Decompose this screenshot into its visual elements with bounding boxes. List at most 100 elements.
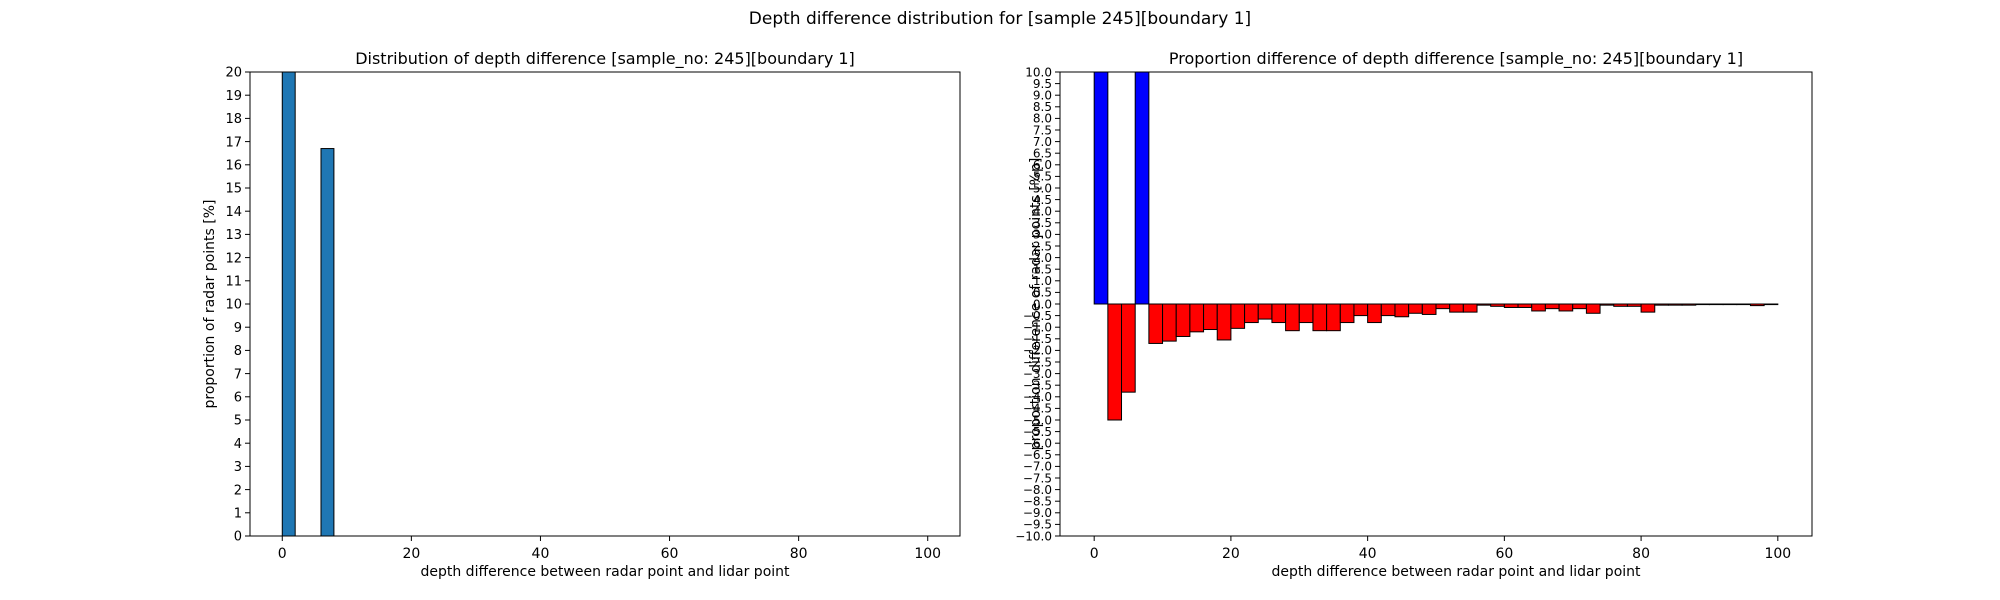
right-chart-y-axis-label: proportion difference of radar points [%… [1028,158,1044,451]
right-chart-y-tick-label: −10.0 [1015,529,1052,543]
right-chart-bar [1763,303,1779,306]
right-chart-y-tick-label: −3.5 [1023,379,1052,393]
left-chart-x-tick-label: 80 [790,546,808,562]
right-chart-y-tick-label: 3.0 [1033,228,1052,242]
right-chart-y-tick-label: −3.0 [1023,367,1052,381]
left-chart-y-tick-label: 2 [234,483,242,498]
left-chart-y-tick-label: 8 [234,344,242,359]
right-chart-bar [1722,303,1738,306]
left-chart-y-tick-label: 19 [225,89,242,104]
left-chart-bar [320,148,335,537]
right-chart-x-axis-label: depth difference between radar point and… [1271,564,1641,580]
right-chart-y-tick-label: −5.0 [1023,413,1052,427]
left-chart-y-tick-label: 17 [225,135,242,150]
right-chart-bars [1093,71,1779,421]
left-chart-x-tick-label: 0 [278,546,287,562]
right-chart-bar [1326,303,1341,332]
right-chart-bar [1626,303,1642,307]
right-chart-bar [1162,303,1177,342]
right-chart-y-tick-label: 3.5 [1033,216,1052,230]
left-chart-y-tick-label: 9 [234,321,242,336]
left-chart-y-axis-label: proportion of radar points [%] [202,199,218,408]
left-chart-y-tick-label: 0 [234,530,242,545]
right-chart-bar [1244,303,1259,324]
left-chart-x-ticks: 0 20 40 60 80 100 [278,536,941,562]
right-chart-bar [1298,303,1314,324]
left-chart-y-tick-label: 20 [225,66,242,81]
left-chart-y-tick-label: 13 [225,228,242,243]
right-chart-title: Proportion difference of depth differenc… [1169,49,1743,69]
left-chart-frame [249,71,961,537]
right-chart-y-tick-label: −2.5 [1023,355,1052,369]
left-chart-y-tick-label: 16 [225,158,242,173]
right-chart-y-ticks: −10.0−9.5−9.0−8.5−8.0−7.5−7.0−6.5−6.0−5.… [1015,65,1060,543]
right-chart-bar [1408,303,1423,314]
right-chart-bar [1695,303,1710,306]
right-chart-bar [1367,303,1382,324]
right-chart-bar [1544,303,1560,310]
right-chart-y-tick-label: −9.0 [1023,506,1052,520]
left-chart-y-tick-label: 12 [225,251,242,266]
right-chart-y-tick-label: −4.0 [1023,390,1052,404]
right-chart-bar [1093,71,1109,305]
right-chart-bar [1271,303,1287,324]
left-chart-x-axis-label: depth difference between radar point and… [420,564,790,580]
left-chart-y-tick-label: 5 [234,414,242,429]
right-chart-bar [1421,303,1437,315]
right-chart-y-tick-label: 8.5 [1033,100,1052,114]
right-chart-bar [1435,303,1451,310]
left-chart-y-tick-label: 14 [225,205,242,220]
right-chart-y-tick-label: −2.0 [1023,344,1052,358]
right-chart-y-tick-label: −9.5 [1023,518,1052,532]
right-chart-y-tick-label: 0.5 [1033,286,1052,300]
right-chart-x-tick-label: 20 [1222,546,1240,562]
right-chart-bar [1613,303,1628,307]
left-chart-y-tick-label: 11 [225,274,242,289]
left-chart-x-tick-label: 60 [661,546,679,562]
right-chart-bar [1216,303,1232,341]
right-chart-bar [1449,303,1464,313]
left-chart-y-tick-label: 15 [225,182,242,197]
right-chart-y-tick-label: 7.5 [1033,123,1052,137]
right-chart-y-tick-label: 7.0 [1033,135,1052,149]
right-chart-bar [1681,303,1697,306]
right-chart-bar [1517,303,1533,308]
right-chart-y-tick-label: 5.0 [1033,181,1052,195]
right-chart-bar [1585,303,1601,314]
right-chart-y-tick-label: 2.0 [1033,251,1052,265]
right-chart-x-tick-label: 0 [1090,546,1099,562]
right-chart-y-tick-label: −1.0 [1023,321,1052,335]
right-chart-y-tick-label: 10.0 [1025,65,1052,79]
left-chart-bars [281,71,335,537]
left-chart-y-tick-label: 4 [234,437,242,452]
right-chart-y-tick-label: −7.0 [1023,460,1052,474]
left-chart-x-tick-label: 100 [914,546,941,562]
right-chart-bar [1107,303,1123,421]
left-chart-y-tick-label: 18 [225,112,242,127]
right-chart-bar [1531,303,1546,312]
right-chart-bar [1476,303,1492,306]
right-chart-bar [1175,303,1191,337]
left-chart-y-tick-label: 7 [234,367,242,382]
right-chart-y-tick-label: 0.0 [1033,297,1052,311]
left-chart-y-tick-label: 10 [225,298,242,313]
right-chart-bar [1353,303,1369,317]
right-chart-y-tick-label: 6.0 [1033,158,1052,172]
right-chart-bar [1189,303,1205,333]
right-chart-x-tick-label: 80 [1632,546,1650,562]
right-chart-x-tick-label: 100 [1764,546,1791,562]
right-chart-y-tick-label: 1.0 [1033,274,1052,288]
right-chart-bar [1503,303,1519,308]
right-chart-y-tick-label: 9.5 [1033,77,1052,91]
right-chart-bar [1134,71,1150,305]
left-chart-y-tick-label: 6 [234,390,242,405]
left-chart-y-tick-label: 3 [234,460,242,475]
right-chart-y-tick-label: −6.0 [1023,437,1052,451]
right-chart-y-tick-label: 2.5 [1033,239,1052,253]
right-chart-y-tick-label: −0.5 [1023,309,1052,323]
right-chart-x-tick-label: 40 [1359,546,1377,562]
right-chart-bar [1640,303,1656,313]
right-chart-bar [1394,303,1410,318]
